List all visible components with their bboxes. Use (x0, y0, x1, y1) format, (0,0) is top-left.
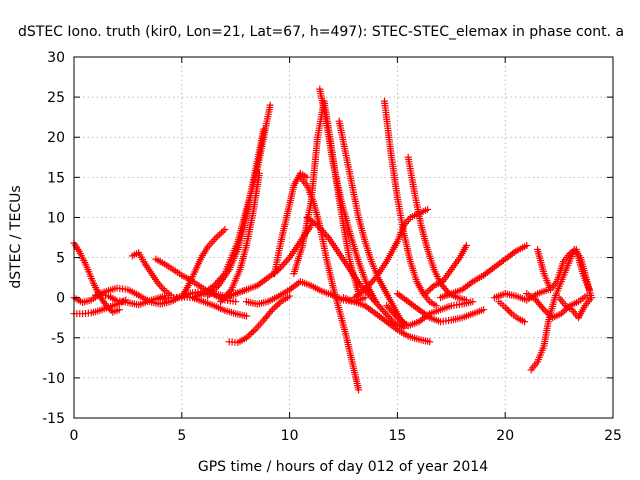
series-19-points (335, 117, 408, 330)
series-18-points (303, 213, 408, 332)
series-27-points (437, 242, 531, 302)
plot-frame (73, 56, 614, 419)
series-4-points (128, 249, 175, 299)
y-tick-label: 20 (47, 130, 65, 146)
y-tick-label: 10 (47, 210, 65, 226)
series-10 (217, 169, 263, 306)
series-4 (128, 249, 175, 299)
series-10-points (217, 169, 263, 306)
x-tick-label: 0 (70, 428, 79, 444)
y-tick-label: 5 (56, 251, 65, 267)
series-11 (221, 221, 315, 302)
x-tick-labels: 0 5 10 15 20 25 (70, 428, 622, 444)
series-26-points (421, 242, 470, 298)
series-18 (303, 213, 408, 332)
data-marks (70, 85, 595, 394)
series-25-points (393, 290, 488, 326)
series-9-points (204, 125, 268, 300)
series-19 (335, 117, 408, 330)
series-7 (178, 225, 229, 302)
y-tick-label: 30 (47, 50, 65, 66)
y-tick-labels: -15 -10 -5 0 5 10 15 20 25 30 (42, 50, 65, 427)
series-22-points (380, 97, 440, 310)
y-tick-label: -15 (42, 411, 65, 427)
series-24-points (383, 298, 477, 330)
series-28 (490, 286, 552, 304)
series-31 (534, 246, 593, 294)
y-tick-label: 15 (47, 170, 65, 186)
x-tick-label: 10 (281, 428, 299, 444)
series-25 (393, 290, 488, 326)
series-12-points (225, 292, 294, 347)
series-31-points (534, 246, 593, 294)
y-tick-label: -5 (51, 331, 65, 347)
series-24 (383, 298, 477, 330)
series-22 (380, 97, 440, 310)
series-20 (340, 294, 434, 346)
series-28-points (490, 286, 552, 304)
series-33 (555, 294, 595, 322)
x-axis-label: GPS time / hours of day 012 of year 2014 (198, 459, 488, 475)
y-tick-label: 25 (47, 90, 65, 106)
grid (74, 57, 613, 418)
x-tick-label: 5 (177, 428, 186, 444)
series-6-points (156, 293, 250, 320)
y-tick-label: 0 (56, 291, 65, 307)
x-tick-label: 15 (388, 428, 406, 444)
series-29-points (495, 298, 529, 326)
series-27 (437, 242, 531, 302)
series-12 (225, 292, 294, 347)
axis-ticks (73, 56, 614, 419)
series-17 (316, 85, 380, 306)
chart-title: dSTEC Iono. truth (kir0, Lon=21, Lat=67,… (18, 24, 624, 40)
series-33-points (555, 294, 595, 322)
y-tick-label: -10 (42, 371, 65, 387)
series-7-points (178, 225, 229, 302)
series-29 (495, 298, 529, 326)
series-11-points (221, 221, 315, 302)
x-tick-label: 25 (604, 428, 622, 444)
series-17-points (316, 85, 380, 306)
y-axis-label: dSTEC / TECUs (8, 185, 24, 288)
x-tick-label: 20 (496, 428, 514, 444)
series-9 (204, 125, 268, 300)
series-26 (421, 242, 470, 298)
series-20-points (340, 294, 434, 346)
series-6 (156, 293, 250, 320)
